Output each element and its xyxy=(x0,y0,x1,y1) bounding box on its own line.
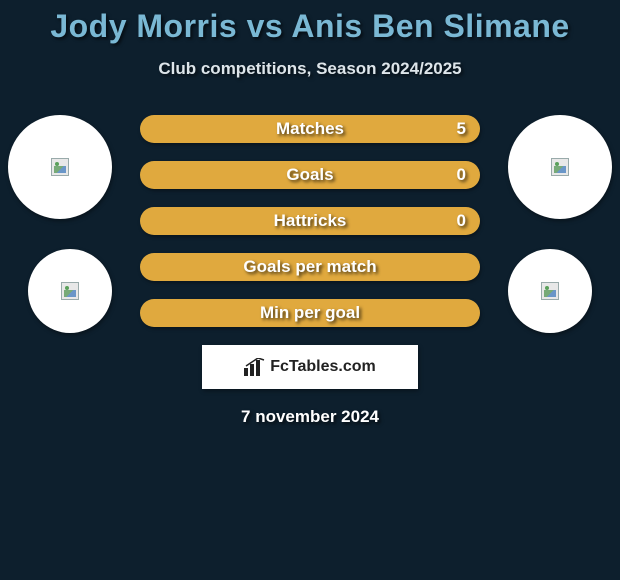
image-placeholder-icon xyxy=(61,282,79,300)
player1-avatar-top xyxy=(8,115,112,219)
subtitle: Club competitions, Season 2024/2025 xyxy=(0,59,620,79)
stat-row: 0Goals xyxy=(140,161,480,189)
attribution-logo: FcTables.com xyxy=(244,358,376,376)
bar-fill-player2 xyxy=(140,207,480,235)
stat-value-player2: 0 xyxy=(457,165,466,185)
attribution: FcTables.com xyxy=(202,345,418,389)
stat-row: Goals per match xyxy=(140,253,480,281)
stat-row: 5Matches xyxy=(140,115,480,143)
stat-value-player2: 5 xyxy=(457,119,466,139)
bar-fill-player2 xyxy=(140,299,480,327)
player2-avatar-top xyxy=(508,115,612,219)
player1-avatar-bottom xyxy=(28,249,112,333)
stat-value-player2: 0 xyxy=(457,211,466,231)
page-title: Jody Morris vs Anis Ben Slimane xyxy=(0,8,620,45)
stats-area: 5Matches 0Goals 0Hattricks Goals per match M… xyxy=(0,115,620,427)
stat-row: Min per goal xyxy=(140,299,480,327)
stat-row: 0Hattricks xyxy=(140,207,480,235)
image-placeholder-icon xyxy=(541,282,559,300)
image-placeholder-icon xyxy=(51,158,69,176)
chart-icon xyxy=(244,358,266,376)
bar-fill-player2 xyxy=(140,253,480,281)
player2-avatar-bottom xyxy=(508,249,592,333)
date: 7 november 2024 xyxy=(0,407,620,427)
stat-bars: 5Matches 0Goals 0Hattricks Goals per match M… xyxy=(140,115,480,327)
bar-fill-player2 xyxy=(140,161,480,189)
image-placeholder-icon xyxy=(551,158,569,176)
attribution-text: FcTables.com xyxy=(270,358,376,376)
bar-fill-player2 xyxy=(140,115,480,143)
